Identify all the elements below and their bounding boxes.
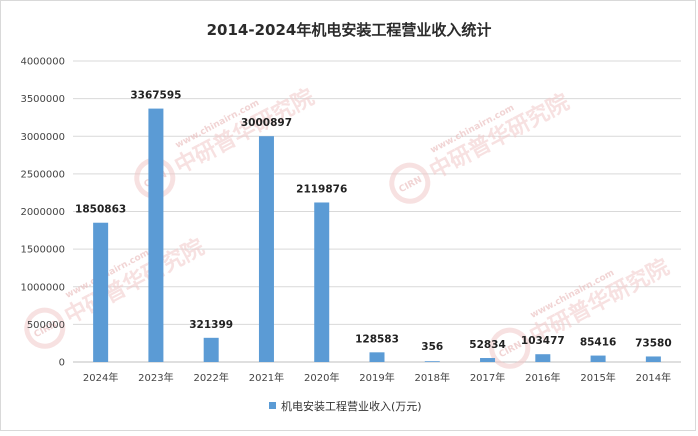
- watermark-logo-icon: [489, 327, 531, 369]
- bar: [590, 355, 606, 362]
- y-tick-label: 1000000: [20, 282, 65, 293]
- y-tick-label: 0: [59, 358, 65, 369]
- bar: [258, 136, 274, 362]
- legend-swatch: [269, 402, 276, 409]
- y-tick-label: 3000000: [20, 132, 65, 143]
- bar: [480, 358, 496, 362]
- data-label: 103477: [521, 335, 565, 347]
- legend: 机电安装工程营业收入(万元): [269, 399, 422, 413]
- y-tick-label: 3500000: [20, 94, 65, 105]
- bar: [148, 108, 164, 363]
- bar: [93, 222, 109, 362]
- data-label: 52834: [469, 339, 506, 351]
- watermark-logo-text: CIRN: [398, 175, 424, 195]
- data-label: 85416: [580, 337, 617, 349]
- data-label: 1850863: [75, 204, 126, 216]
- x-tick-label: 2015年: [580, 371, 615, 384]
- x-tick-label: 2023年: [138, 371, 173, 384]
- legend-label: 机电安装工程营业收入(万元): [281, 399, 422, 413]
- x-tick-label: 2017年: [470, 371, 505, 384]
- data-label: 128583: [355, 333, 399, 345]
- watermark-logo-icon: [24, 307, 66, 349]
- bar: [424, 361, 440, 362]
- bar: [369, 352, 385, 362]
- data-label: 3000897: [241, 117, 292, 129]
- y-tick-label: 2500000: [20, 169, 65, 180]
- watermark-logo-icon: [389, 162, 431, 204]
- bar: [203, 337, 219, 362]
- x-tick-label: 2020年: [304, 371, 339, 384]
- y-axis-ticks: 0 500000 1000000 1500000 2000000 2500000 30000…: [20, 57, 65, 369]
- y-tick-label: 4000000: [20, 57, 65, 68]
- data-label: 2119876: [296, 183, 347, 195]
- x-tick-label: 2019年: [359, 371, 394, 384]
- data-label: 3367595: [130, 90, 181, 102]
- bar: [535, 354, 551, 362]
- bars: [93, 108, 661, 363]
- watermark-layer: CIRN中研普华研究院www.chinairn.comCIRN中研普华研究院ww…: [24, 84, 674, 369]
- x-tick-label: 2016年: [525, 371, 560, 384]
- x-tick-label: 2024年: [83, 371, 118, 384]
- data-label: 321399: [189, 319, 233, 331]
- x-tick-label: 2021年: [249, 371, 284, 384]
- y-tick-label: 500000: [27, 320, 65, 331]
- data-labels: 1850863 3367595 321399 3000897 2119876 128583…: [75, 90, 672, 353]
- bar: [645, 356, 661, 362]
- x-tick-label: 2018年: [415, 371, 450, 384]
- data-label: 73580: [635, 337, 672, 349]
- data-label: 356: [421, 341, 443, 353]
- chart-title: 2014-2024年机电安装工程营业收入统计: [207, 21, 492, 39]
- bar: [314, 202, 330, 362]
- y-tick-label: 2000000: [20, 207, 65, 218]
- y-tick-label: 1500000: [20, 245, 65, 256]
- x-tick-label: 2014年: [636, 371, 671, 384]
- x-tick-label: 2022年: [193, 371, 228, 384]
- x-axis-ticks: 2024年 2023年 2022年 2021年 2020年 2019年 2018年 2017年…: [83, 371, 671, 384]
